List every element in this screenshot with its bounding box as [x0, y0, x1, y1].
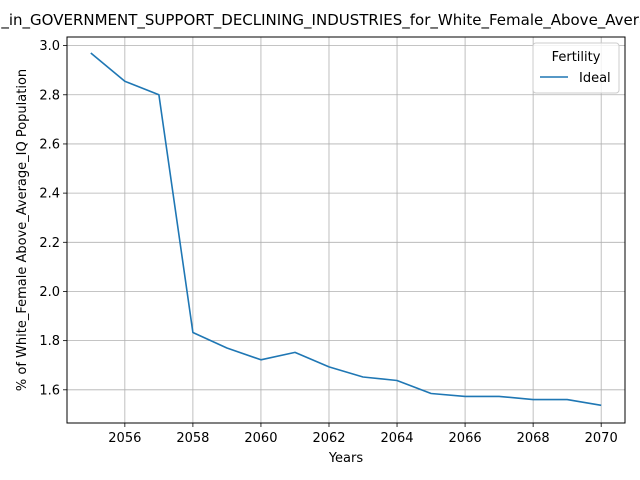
plot-area [66, 36, 626, 424]
x-tick-label: 2066 [449, 431, 482, 446]
x-tick-label: 2070 [585, 431, 618, 446]
legend-title: Fertility [552, 50, 601, 65]
legend-label-ideal: Ideal [579, 71, 611, 86]
y-tick-label: 2.8 [39, 88, 60, 103]
x-axis: 2056 2058 2060 2062 2064 2066 2068 2070 [108, 423, 618, 446]
x-tick-label: 2064 [380, 431, 413, 446]
legend: Fertility Ideal [532, 42, 620, 94]
series-line-ideal [90, 52, 602, 407]
y-tick-label: 1.8 [39, 334, 60, 349]
y-tick-label: 1.6 [39, 383, 60, 398]
chart-title: _in_GOVERNMENT_SUPPORT_DECLINING_INDUSTR… [0, 11, 640, 30]
series-layer [90, 52, 602, 407]
x-tick-label: 2060 [244, 431, 277, 446]
y-tick-label: 3.0 [39, 39, 60, 54]
y-tick-label: 2.4 [39, 187, 60, 202]
y-axis-label: % of White_Female Above_Average_IQ Popul… [15, 69, 30, 391]
x-tick-label: 2062 [312, 431, 345, 446]
y-tick-label: 2.6 [39, 137, 60, 152]
x-tick-label: 2056 [108, 431, 141, 446]
x-tick-label: 2058 [176, 431, 209, 446]
x-axis-label: Years [328, 451, 364, 466]
y-axis: 1.6 1.8 2.0 2.2 2.4 2.6 2.8 3.0 [39, 39, 67, 398]
x-tick-label: 2068 [517, 431, 550, 446]
y-tick-label: 2.0 [39, 285, 60, 300]
y-tick-label: 2.2 [39, 236, 60, 251]
grid-lines [67, 37, 625, 423]
legend-box [532, 42, 620, 94]
